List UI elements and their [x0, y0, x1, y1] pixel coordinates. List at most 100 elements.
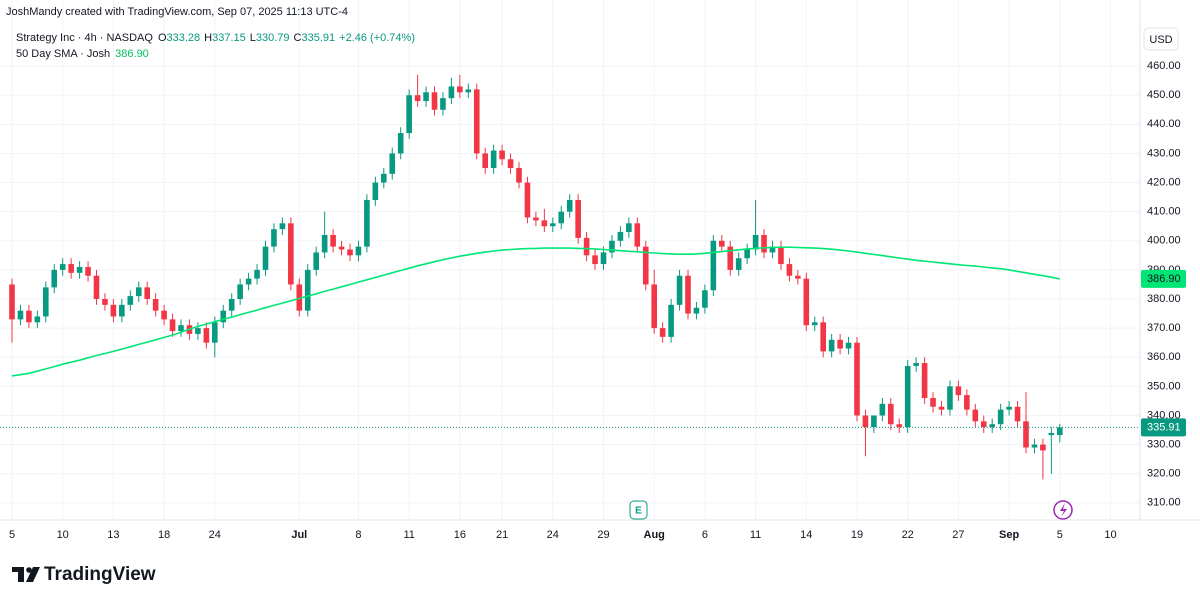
candle-body — [245, 278, 252, 285]
y-tick-label: 440.00 — [1147, 118, 1181, 130]
candle-body — [1040, 444, 1046, 451]
x-tick-label: 10 — [1104, 529, 1116, 541]
candle-body — [997, 409, 1004, 425]
candle-body — [533, 217, 539, 221]
candle-body — [17, 310, 24, 320]
x-tick-label: 29 — [597, 529, 609, 541]
candle-body — [389, 153, 396, 174]
y-tick-label: 330.00 — [1147, 438, 1181, 450]
candle-body — [457, 86, 463, 93]
sma-price-box — [1141, 269, 1186, 288]
candle-body — [659, 328, 666, 337]
sma-price-label: 386.90 — [1147, 273, 1181, 285]
candle-body — [938, 406, 945, 410]
candle-body — [423, 92, 429, 102]
candle-body — [330, 234, 336, 247]
candle-body — [634, 223, 641, 247]
candle-body — [955, 386, 962, 396]
candle-body — [59, 264, 66, 270]
y-tick-label: 450.00 — [1147, 89, 1181, 101]
candle-body — [347, 249, 353, 256]
candle-body — [727, 246, 734, 270]
ohlc-letter: O — [158, 32, 167, 44]
candle-body — [921, 363, 928, 399]
ohlc-value: 330.79 — [256, 32, 290, 44]
x-tick-label: Sep — [999, 529, 1019, 541]
candle-body — [862, 415, 869, 428]
watermark: JoshMandy created with TradingView.com, … — [6, 6, 348, 18]
candle-body — [550, 223, 556, 227]
candle-body — [1006, 406, 1012, 410]
candle-body — [152, 299, 159, 311]
y-tick-label: 310.00 — [1147, 497, 1181, 509]
candle-body — [119, 304, 125, 317]
candle-body — [786, 264, 793, 276]
ohlc-letter: H — [204, 32, 212, 44]
legend-sma: 50 Day SMA · Josh 386.90 — [16, 48, 149, 60]
candle-body — [228, 299, 235, 311]
candle-body — [676, 275, 683, 305]
candle-body — [465, 89, 472, 93]
ohlc-letter: L — [250, 32, 256, 44]
ohlc-value: 335.91 — [302, 32, 336, 44]
y-tick-label: 420.00 — [1147, 176, 1181, 188]
x-tick-label: 10 — [57, 529, 69, 541]
candle-body — [972, 409, 979, 422]
candle-body — [888, 403, 894, 425]
candle-body — [161, 310, 167, 320]
candle-body — [524, 182, 531, 218]
x-tick-label: Aug — [644, 529, 665, 541]
candle-body — [980, 421, 987, 428]
candle-body — [541, 220, 548, 227]
candle-body — [414, 95, 421, 102]
candle-body — [26, 310, 32, 323]
logo-shape — [12, 567, 24, 582]
ohlc-value: 337.15 — [212, 32, 246, 44]
candle-body — [406, 95, 412, 134]
currency[interactable]: USD — [1149, 34, 1172, 46]
candle-body — [811, 322, 818, 326]
event-bolt — [1060, 503, 1067, 517]
candle-body — [558, 211, 565, 224]
candle-body — [43, 287, 49, 317]
x-tick-label: 22 — [902, 529, 914, 541]
brand-logo — [12, 567, 40, 582]
sma-line — [11, 246, 1060, 377]
candle-body — [144, 287, 150, 300]
y-tick-label: 400.00 — [1147, 235, 1181, 247]
candle-body — [304, 269, 311, 311]
y-tick-label: 410.00 — [1147, 206, 1181, 218]
candle-body — [237, 284, 243, 300]
currency-box[interactable] — [1143, 27, 1179, 51]
candle-body — [837, 339, 843, 349]
candle-body — [592, 255, 598, 265]
candle-body — [321, 234, 328, 253]
y-tick-label: 460.00 — [1147, 60, 1181, 72]
earnings-icon[interactable] — [629, 500, 648, 520]
y-tick-label: 430.00 — [1147, 147, 1181, 159]
candle-body — [795, 275, 801, 279]
ohlc-value: 333.28 — [167, 32, 201, 44]
x-tick-label: 5 — [9, 529, 15, 541]
y-tick-label: 360.00 — [1147, 351, 1181, 363]
candle-body — [34, 316, 41, 323]
candle-body — [397, 133, 404, 154]
x-tick-label: 5 — [1057, 529, 1063, 541]
candle-body — [178, 325, 184, 332]
candle-body — [930, 398, 936, 407]
x-tick-label: 21 — [496, 529, 508, 541]
candle-body — [254, 269, 260, 279]
candle-body — [752, 234, 759, 250]
x-tick-label: 13 — [107, 529, 119, 541]
candle-body — [769, 246, 776, 253]
candle-body — [195, 328, 201, 334]
candle-body — [507, 159, 514, 168]
candle-body — [381, 173, 387, 183]
candle-body — [744, 249, 750, 259]
legend-name: 50 Day SMA · Josh — [16, 48, 110, 60]
candle-body — [685, 275, 691, 314]
earnings-label[interactable]: E — [635, 506, 642, 517]
symbol: Strategy Inc · 4h · NASDAQ — [16, 32, 153, 44]
x-tick-label: 8 — [355, 529, 361, 541]
